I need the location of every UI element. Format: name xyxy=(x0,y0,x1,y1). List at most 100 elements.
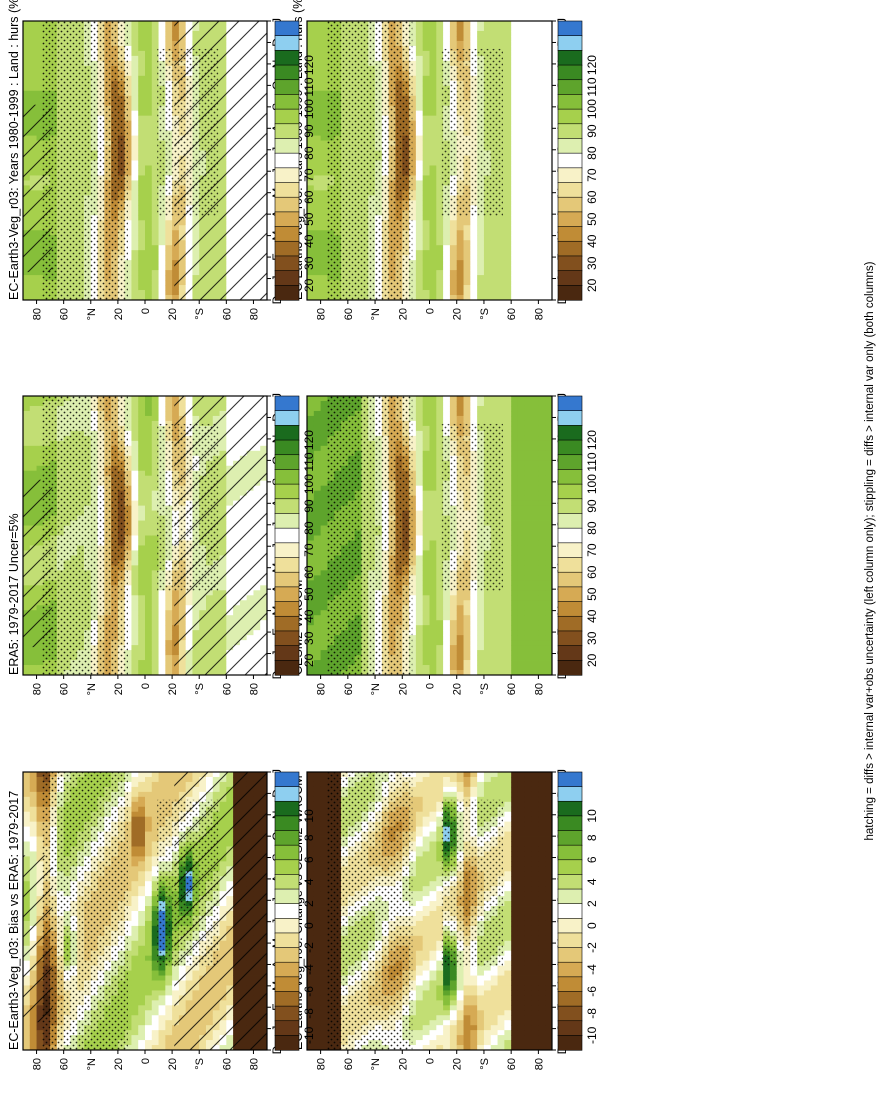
heatmap-cell xyxy=(524,235,532,241)
heatmap-cell xyxy=(313,165,322,171)
heatmap-cell xyxy=(23,410,31,417)
heatmap-cell xyxy=(456,45,464,52)
heatmap-cell xyxy=(517,60,526,67)
heatmap-cell xyxy=(436,85,444,92)
heatmap-cell xyxy=(131,125,139,131)
heatmap-cell xyxy=(490,265,498,271)
heatmap-cell xyxy=(151,190,159,196)
heatmap-cell xyxy=(313,70,322,77)
heatmap-cell xyxy=(477,35,485,42)
heatmap-cell xyxy=(422,205,430,211)
heatmap-cell xyxy=(307,245,315,251)
heatmap-cell xyxy=(504,250,512,256)
heatmap-cell xyxy=(517,135,526,141)
heatmap-cell xyxy=(504,65,512,72)
heatmap-cell xyxy=(422,180,430,186)
heatmap-cell xyxy=(429,290,437,296)
heatmap-cell xyxy=(524,155,532,161)
heatmap-cell xyxy=(517,110,526,117)
heatmap-cell xyxy=(151,120,159,127)
heatmap-cell xyxy=(470,225,478,231)
heatmap-cell xyxy=(497,270,505,276)
heatmap-cell xyxy=(490,25,498,32)
heatmap-cell xyxy=(511,45,519,52)
heatmap-cell xyxy=(138,190,146,196)
heatmap-cell xyxy=(422,270,430,276)
heatmap-cell xyxy=(36,75,44,82)
heatmap-cell xyxy=(504,165,512,171)
heatmap-cell xyxy=(145,135,153,141)
heatmap-cell xyxy=(320,130,328,136)
heatmap-cell xyxy=(145,90,153,97)
heatmap-cell xyxy=(145,140,153,146)
heatmap-cell xyxy=(422,225,430,231)
heatmap-cell xyxy=(145,245,153,251)
heatmap-cell xyxy=(449,295,458,301)
heatmap-cell xyxy=(517,140,526,146)
heatmap-cell xyxy=(307,285,315,291)
heatmap-cell xyxy=(504,85,512,92)
heatmap-cell xyxy=(145,285,153,291)
heatmap-cell xyxy=(497,295,505,301)
heatmap-cell xyxy=(36,410,44,417)
heatmap-cell xyxy=(36,396,44,402)
heatmap-cell xyxy=(320,80,328,87)
heatmap-cell xyxy=(23,280,31,286)
heatmap-cell xyxy=(422,230,430,236)
heatmap-cell xyxy=(151,55,159,62)
heatmap-cell xyxy=(23,55,31,62)
lat-tick-label: 0 xyxy=(425,308,437,314)
heatmap-cell xyxy=(36,65,44,72)
heatmap-cell xyxy=(36,270,44,276)
heatmap-cell xyxy=(158,230,166,236)
heatmap-cell xyxy=(511,130,519,136)
heatmap-cell xyxy=(470,230,478,236)
heatmap-cell xyxy=(307,60,315,67)
heatmap-cell xyxy=(531,100,539,107)
heatmap-cell xyxy=(313,140,322,146)
heatmap-cell xyxy=(531,135,539,141)
heatmap-cell xyxy=(23,460,31,467)
heatmap-cell xyxy=(463,30,471,37)
heatmap-cell xyxy=(483,280,492,286)
heatmap-cell xyxy=(422,45,430,52)
heatmap-cell xyxy=(429,150,437,156)
heatmap-cell xyxy=(415,110,424,117)
heatmap-cell xyxy=(415,295,424,301)
heatmap-cell xyxy=(165,230,173,236)
heatmap-cell xyxy=(531,125,539,131)
heatmap-cell xyxy=(151,140,159,146)
heatmap-cell xyxy=(477,280,485,286)
heatmap-cell xyxy=(470,255,478,261)
heatmap-cell xyxy=(545,285,553,291)
heatmap-cell xyxy=(511,195,519,201)
heatmap-cell xyxy=(422,50,430,57)
heatmap-cell xyxy=(449,220,458,226)
heatmap-cell xyxy=(409,205,417,211)
heatmap-cell xyxy=(511,200,519,206)
heatmap-cell xyxy=(145,105,153,112)
heatmap-cell xyxy=(313,225,322,231)
heatmap-cell xyxy=(138,230,146,236)
heatmap-cell xyxy=(497,290,505,296)
heatmap-cell xyxy=(449,285,458,291)
heatmap-cell xyxy=(511,285,519,291)
heatmap-cell xyxy=(524,215,532,221)
heatmap-cell xyxy=(23,660,31,666)
heatmap-cell xyxy=(415,260,424,266)
heatmap-cell xyxy=(138,90,146,97)
heatmap-cell xyxy=(409,140,417,146)
heatmap-cell xyxy=(145,110,153,117)
heatmap-cell xyxy=(436,145,444,151)
heatmap-cell xyxy=(124,220,132,226)
heatmap-cell xyxy=(524,50,532,57)
heatmap-cell xyxy=(470,260,478,266)
heatmap-cell xyxy=(511,170,519,176)
heatmap-cell xyxy=(511,220,519,226)
heatmap-cell xyxy=(165,270,173,276)
heatmap-cell xyxy=(470,250,478,256)
heatmap-cell xyxy=(313,80,322,87)
heatmap-cell xyxy=(151,165,159,171)
heatmap-cell xyxy=(477,295,485,301)
heatmap-cell xyxy=(409,255,417,261)
